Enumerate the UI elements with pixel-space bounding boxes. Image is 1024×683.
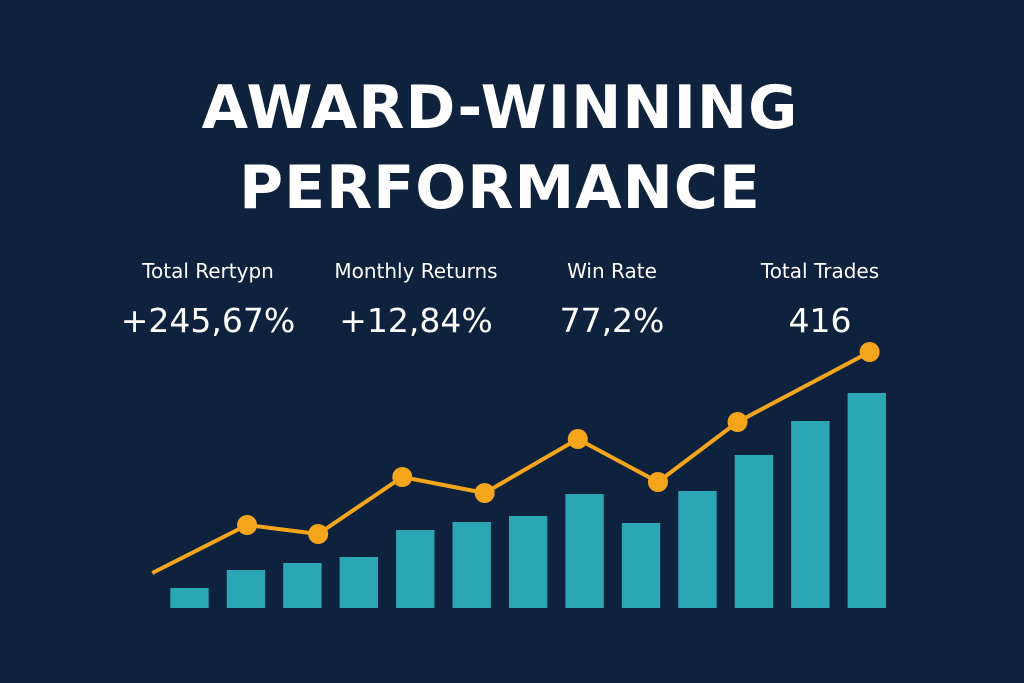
line-marker (308, 524, 329, 544)
stat-label: Win Rate (567, 259, 657, 283)
stat-label: Total Trades (760, 259, 879, 283)
line-marker (237, 515, 258, 535)
bar (339, 557, 379, 608)
line-marker (567, 429, 588, 449)
bar (621, 523, 661, 608)
stat-label: Total Rertурn (141, 259, 274, 283)
stat-label: Monthly Returns (334, 259, 497, 283)
bar (396, 530, 435, 608)
line-marker (859, 342, 880, 362)
bar (734, 455, 774, 608)
bar (452, 522, 491, 608)
bar (283, 563, 322, 608)
bar (847, 393, 886, 608)
bar (565, 494, 604, 608)
title-line: PERFORMANCE (239, 153, 761, 223)
bar (791, 421, 830, 608)
stat-value: 77,2% (560, 301, 665, 340)
line-marker (727, 412, 748, 432)
bar (170, 588, 209, 608)
stat-value: 416 (789, 301, 852, 340)
line-marker (392, 467, 413, 487)
stat-value: +12,84% (339, 301, 492, 340)
stat-value: +245,67% (121, 301, 295, 340)
title-line: AWARD-WINNING (202, 73, 799, 143)
bar (226, 570, 266, 608)
line-marker (647, 472, 668, 492)
line-marker (474, 483, 495, 503)
bar (508, 516, 548, 608)
bar (678, 491, 717, 608)
